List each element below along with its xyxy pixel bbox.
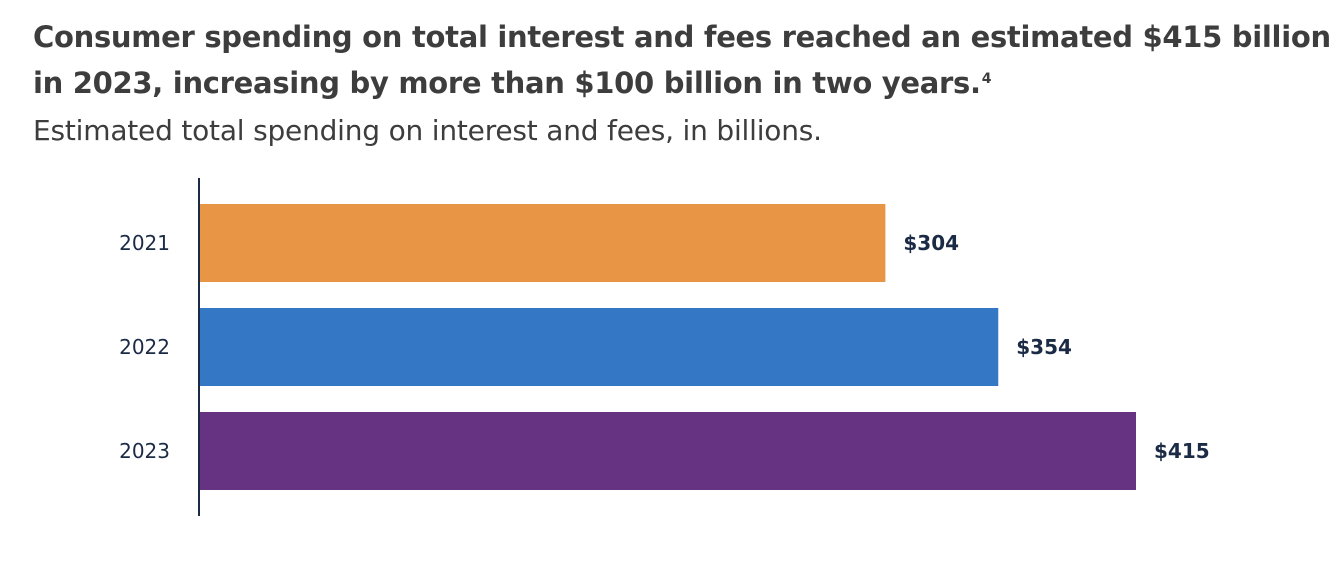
bars-layer: 2021 $304 2022 $354 2023 $415 <box>119 204 1210 490</box>
category-label-2021: 2021 <box>119 231 170 255</box>
chart-subtitle: Estimated total spending on interest and… <box>33 114 822 147</box>
bar-2021 <box>199 204 886 282</box>
value-label-2021: $304 <box>903 231 959 255</box>
footnote-marker: 4 <box>981 71 992 87</box>
category-label-2022: 2022 <box>119 335 170 359</box>
value-label-2023: $415 <box>1154 439 1210 463</box>
bar-2022 <box>199 308 999 386</box>
chart-title-text: Consumer spending on total interest and … <box>33 20 1331 100</box>
category-label-2023: 2023 <box>119 439 170 463</box>
value-label-2022: $354 <box>1016 335 1072 359</box>
bar-2023 <box>199 412 1136 490</box>
chart-title: Consumer spending on total interest and … <box>33 14 1338 106</box>
